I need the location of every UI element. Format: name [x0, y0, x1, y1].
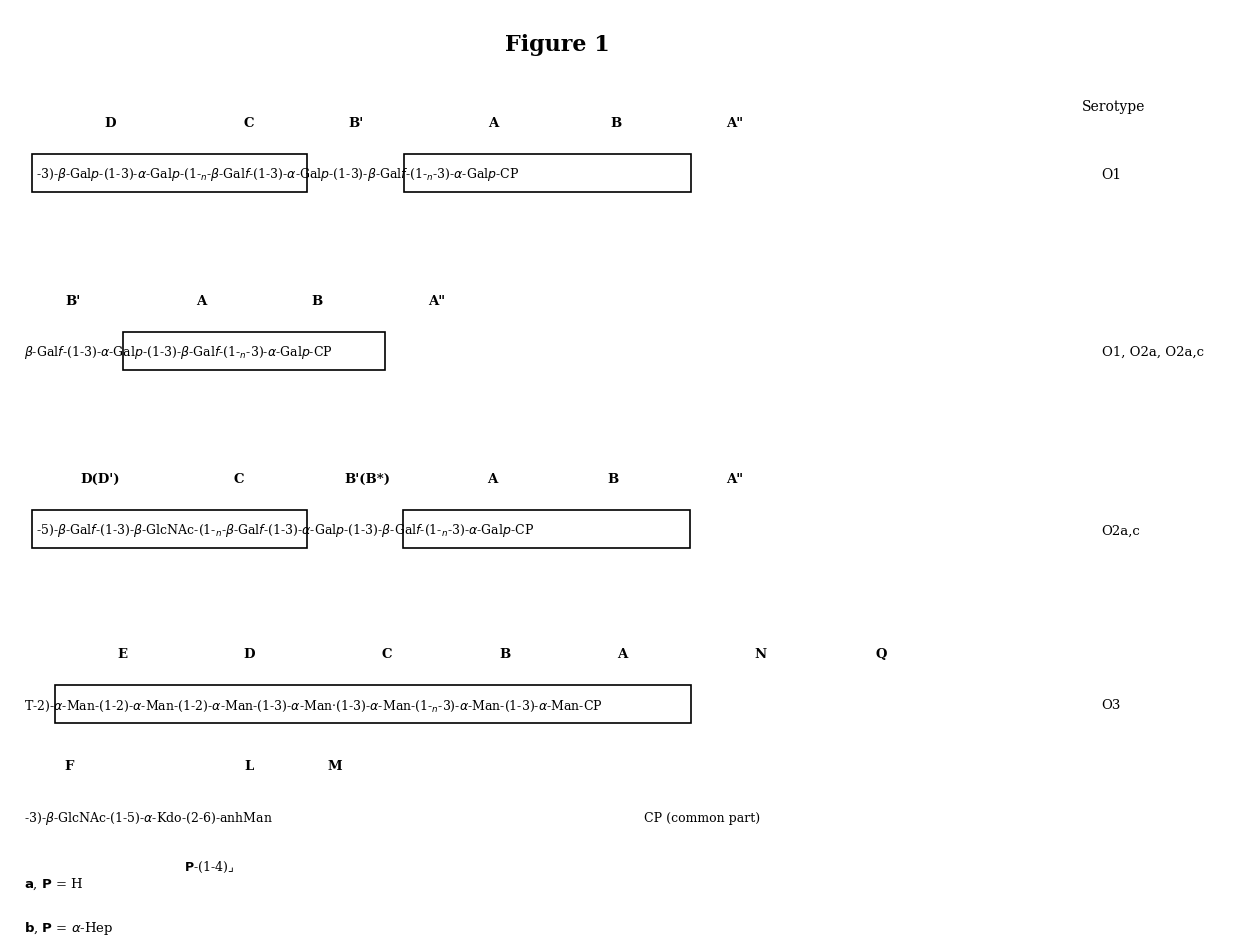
- Text: $\beta$-Gal$f$-(1-3)-$\alpha$-Gal$p$-(1-3)-$\beta$-Gal$f$-(1-$_n$-3)-$\alpha$-Ga: $\beta$-Gal$f$-(1-3)-$\alpha$-Gal$p$-(1-…: [24, 344, 332, 361]
- Text: O2a,c: O2a,c: [1101, 524, 1140, 537]
- Text: CP (common part): CP (common part): [644, 812, 761, 825]
- Text: Q: Q: [876, 648, 887, 661]
- Text: A: A: [617, 648, 627, 661]
- Text: M: M: [328, 760, 342, 774]
- Text: L: L: [244, 760, 253, 774]
- Text: E: E: [118, 648, 128, 661]
- Text: B: B: [610, 117, 622, 130]
- Text: -3)-$\beta$-Gal$p$-(1-3)-$\alpha$-Gal$p$-(1-$_n$-$\beta$-Gal$f$-(1-3)-$\alpha$-G: -3)-$\beta$-Gal$p$-(1-3)-$\alpha$-Gal$p$…: [36, 167, 519, 183]
- Text: B: B: [499, 648, 510, 661]
- Text: F: F: [64, 760, 74, 774]
- Text: $\mathbf{a}$, $\mathbf{P}$ = H: $\mathbf{a}$, $\mathbf{P}$ = H: [24, 876, 83, 892]
- Text: N: N: [755, 648, 767, 661]
- Text: C: C: [243, 117, 254, 130]
- Text: -5)-$\beta$-Gal$f$-(1-3)-$\beta$-GlcNAc-(1-$_n$-$\beta$-Gal$f$-(1-3)-$\alpha$-Ga: -5)-$\beta$-Gal$f$-(1-3)-$\beta$-GlcNAc-…: [36, 522, 534, 539]
- Text: T-2)-$\alpha$-Man-(1-2)-$\alpha$-Man-(1-2)-$\alpha$-Man-(1-3)-$\alpha$-Man$\cdot: T-2)-$\alpha$-Man-(1-2)-$\alpha$-Man-(1-…: [24, 698, 602, 713]
- Text: $\mathbf{P}$-(1-4)$\lrcorner$: $\mathbf{P}$-(1-4)$\lrcorner$: [185, 859, 234, 875]
- Text: A": A": [726, 117, 743, 130]
- Text: D: D: [243, 648, 254, 661]
- Text: B: B: [311, 295, 322, 308]
- Text: A": A": [726, 472, 743, 486]
- Text: B: B: [607, 472, 620, 486]
- Text: A: A: [488, 117, 498, 130]
- Text: A: A: [197, 295, 207, 308]
- Text: A: A: [487, 472, 497, 486]
- Text: O1: O1: [1101, 167, 1121, 182]
- Text: A": A": [427, 295, 445, 308]
- Text: C: C: [382, 648, 393, 661]
- Text: Serotype: Serotype: [1083, 100, 1146, 114]
- Text: B': B': [66, 295, 81, 308]
- Text: O1, O2a, O2a,c: O1, O2a, O2a,c: [1101, 346, 1203, 359]
- Text: B'(B*): B'(B*): [344, 472, 390, 486]
- Text: D(D'): D(D'): [81, 472, 120, 486]
- Text: -3)-$\beta$-GlcNAc-(1-5)-$\alpha$-Kdo-(2-6)-anhMan: -3)-$\beta$-GlcNAc-(1-5)-$\alpha$-Kdo-(2…: [24, 810, 273, 827]
- Text: Figure 1: Figure 1: [506, 34, 610, 56]
- Text: C: C: [233, 472, 244, 486]
- Text: $\mathbf{b}$, $\mathbf{P}$ = $\alpha$-Hep: $\mathbf{b}$, $\mathbf{P}$ = $\alpha$-He…: [24, 920, 113, 937]
- Text: D: D: [104, 117, 116, 130]
- Text: B': B': [348, 117, 364, 130]
- Text: O3: O3: [1101, 699, 1121, 712]
